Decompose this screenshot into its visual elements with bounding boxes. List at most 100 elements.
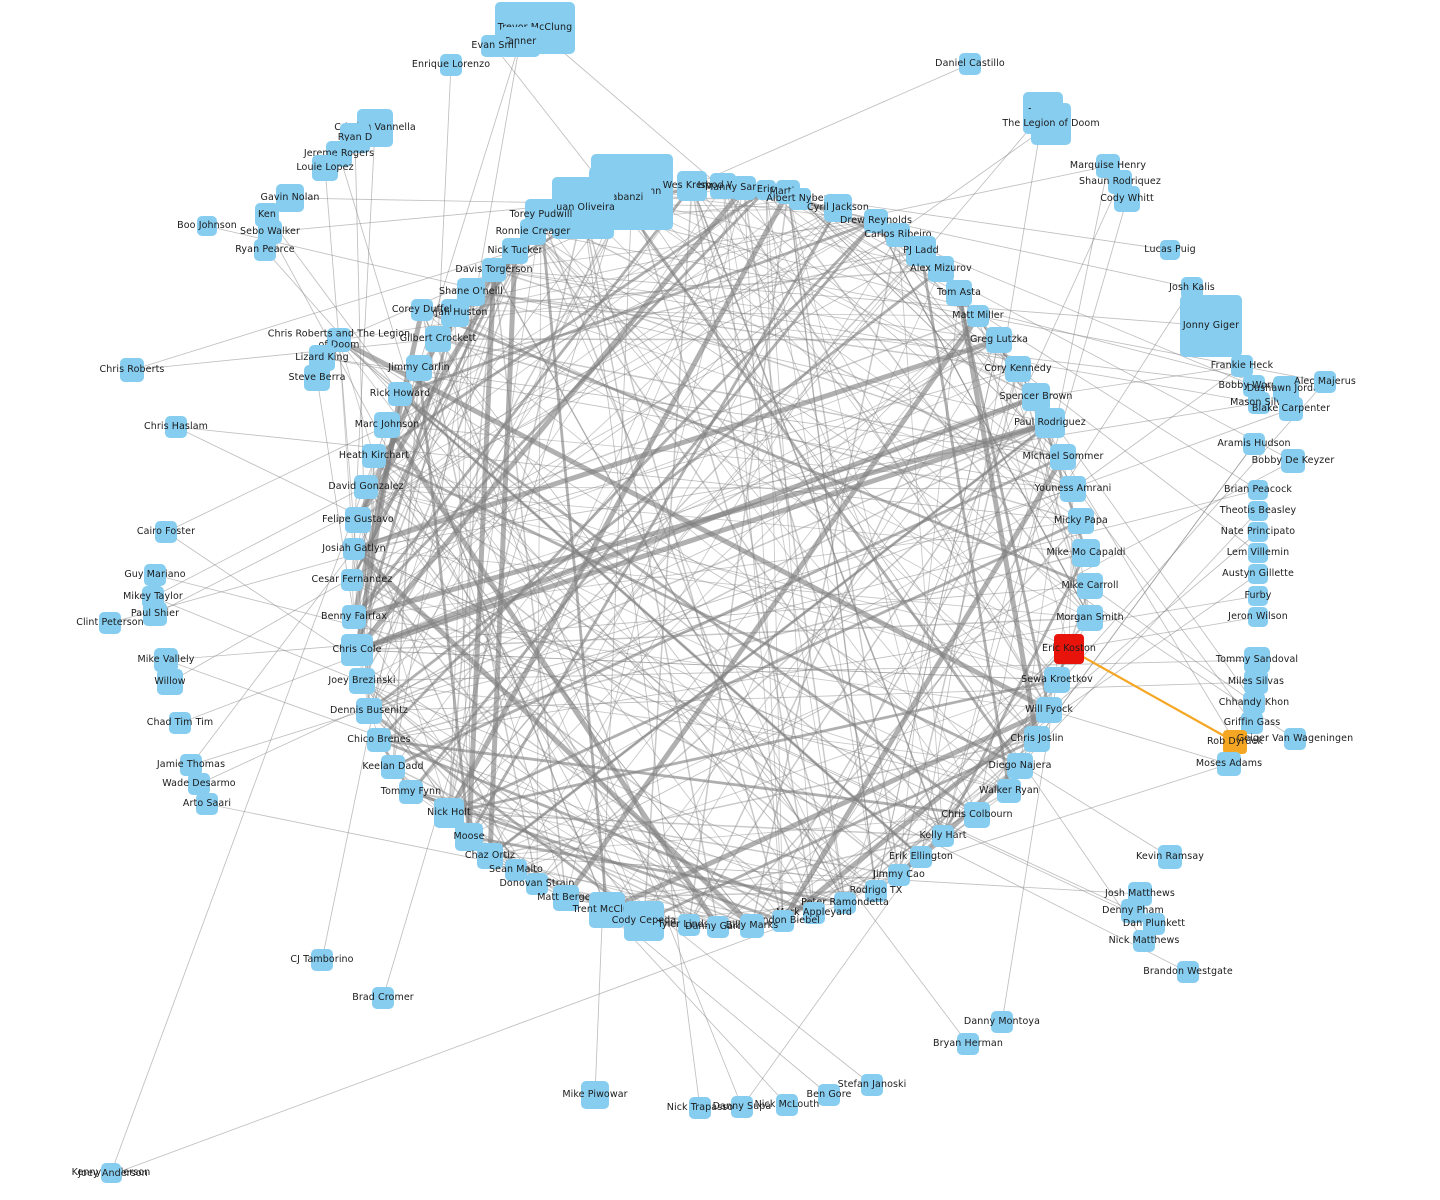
graph-node[interactable] <box>312 155 338 181</box>
graph-node[interactable] <box>1022 383 1050 411</box>
graph-node[interactable] <box>367 728 391 752</box>
graph-node[interactable] <box>1024 726 1050 752</box>
graph-node[interactable] <box>1050 444 1076 470</box>
graph-node[interactable] <box>155 521 177 543</box>
graph-node[interactable] <box>180 754 202 776</box>
graph-node[interactable] <box>1248 586 1268 606</box>
graph-node[interactable] <box>1181 277 1203 299</box>
graph-node[interactable] <box>120 358 144 382</box>
graph-node[interactable] <box>1248 480 1268 500</box>
graph-node[interactable] <box>104 1165 122 1183</box>
graph-node[interactable] <box>991 1011 1013 1033</box>
graph-node[interactable] <box>932 825 954 847</box>
graph-node[interactable] <box>381 755 405 779</box>
graph-node[interactable] <box>589 892 625 928</box>
graph-node[interactable] <box>406 355 432 381</box>
graph-node[interactable] <box>1248 607 1268 627</box>
graph-node[interactable] <box>1279 397 1303 421</box>
graph-node[interactable] <box>1044 667 1070 693</box>
graph-node[interactable] <box>1121 899 1145 923</box>
graph-node[interactable] <box>946 280 972 306</box>
graph-node[interactable] <box>957 1033 979 1055</box>
graph-node[interactable] <box>1060 476 1086 502</box>
graph-node[interactable] <box>1068 508 1094 534</box>
graph-node[interactable] <box>1035 408 1065 438</box>
graph-node[interactable] <box>1054 634 1084 664</box>
graph-node[interactable] <box>789 188 811 210</box>
graph-node[interactable] <box>803 902 825 924</box>
graph-node[interactable] <box>481 35 507 57</box>
graph-node[interactable] <box>756 180 776 200</box>
graph-node[interactable] <box>1223 730 1247 754</box>
graph-node[interactable] <box>1180 295 1242 357</box>
graph-node[interactable] <box>1284 728 1306 750</box>
graph-node[interactable] <box>374 412 400 438</box>
graph-node[interactable] <box>581 1081 609 1109</box>
graph-node[interactable] <box>482 258 506 282</box>
graph-node[interactable] <box>502 238 528 264</box>
graph-node[interactable] <box>553 885 579 911</box>
graph-node[interactable] <box>354 475 378 499</box>
graph-node[interactable] <box>552 177 614 239</box>
graph-node[interactable] <box>861 1074 883 1096</box>
graph-node[interactable] <box>143 602 167 626</box>
graph-node[interactable] <box>818 1084 840 1106</box>
graph-node[interactable] <box>1314 371 1336 393</box>
graph-node[interactable] <box>196 793 218 815</box>
graph-node[interactable] <box>411 299 433 321</box>
graph-node[interactable] <box>372 987 394 1009</box>
graph-node[interactable] <box>732 176 756 200</box>
graph-node[interactable] <box>505 859 527 881</box>
graph-node[interactable] <box>304 365 330 391</box>
graph-node[interactable] <box>399 780 423 804</box>
graph-node[interactable] <box>772 910 794 932</box>
graph-node[interactable] <box>349 668 375 694</box>
graph-node[interactable] <box>1281 449 1305 473</box>
graph-node[interactable] <box>1244 670 1268 694</box>
graph-node[interactable] <box>1243 375 1265 397</box>
graph-node[interactable] <box>1248 522 1268 542</box>
graph-node[interactable] <box>1158 845 1182 869</box>
graph-node[interactable] <box>169 712 191 734</box>
graph-node[interactable] <box>1077 605 1103 631</box>
graph-node[interactable] <box>342 605 366 629</box>
graph-node[interactable] <box>362 444 386 468</box>
graph-node[interactable] <box>144 564 166 586</box>
graph-node[interactable] <box>689 1097 711 1119</box>
graph-node[interactable] <box>1143 913 1165 935</box>
graph-node[interactable] <box>441 299 469 327</box>
graph-node[interactable] <box>964 802 990 828</box>
graph-node[interactable] <box>1007 753 1033 779</box>
graph-node[interactable] <box>824 194 852 222</box>
graph-node[interactable] <box>154 648 178 672</box>
graph-node[interactable] <box>197 216 217 236</box>
graph-node[interactable] <box>677 171 707 201</box>
graph-node[interactable] <box>157 669 183 695</box>
graph-node[interactable] <box>1114 186 1140 212</box>
graph-node[interactable] <box>1248 501 1268 521</box>
graph-node[interactable] <box>624 901 664 941</box>
graph-node[interactable] <box>165 416 187 438</box>
graph-node[interactable] <box>341 569 363 591</box>
graph-node[interactable] <box>740 914 764 938</box>
graph-node[interactable] <box>276 184 304 212</box>
graph-node[interactable] <box>888 864 910 886</box>
graph-node[interactable] <box>707 916 729 938</box>
graph-node[interactable] <box>1248 564 1268 584</box>
graph-node[interactable] <box>776 1094 798 1116</box>
graph-node[interactable] <box>928 256 954 282</box>
graph-node[interactable] <box>1241 712 1263 734</box>
graph-node[interactable] <box>356 698 382 724</box>
graph-node[interactable] <box>731 1096 753 1118</box>
graph-node[interactable] <box>1248 543 1268 563</box>
graph-node[interactable] <box>1231 355 1253 377</box>
graph-node[interactable] <box>967 305 989 327</box>
graph-node[interactable] <box>1217 752 1241 776</box>
graph-node[interactable] <box>345 507 371 533</box>
graph-node[interactable] <box>997 779 1021 803</box>
graph-node[interactable] <box>1031 103 1071 145</box>
graph-node[interactable] <box>425 326 451 352</box>
graph-node[interactable] <box>1133 930 1155 952</box>
graph-node[interactable] <box>834 892 856 914</box>
graph-node[interactable] <box>440 54 462 76</box>
